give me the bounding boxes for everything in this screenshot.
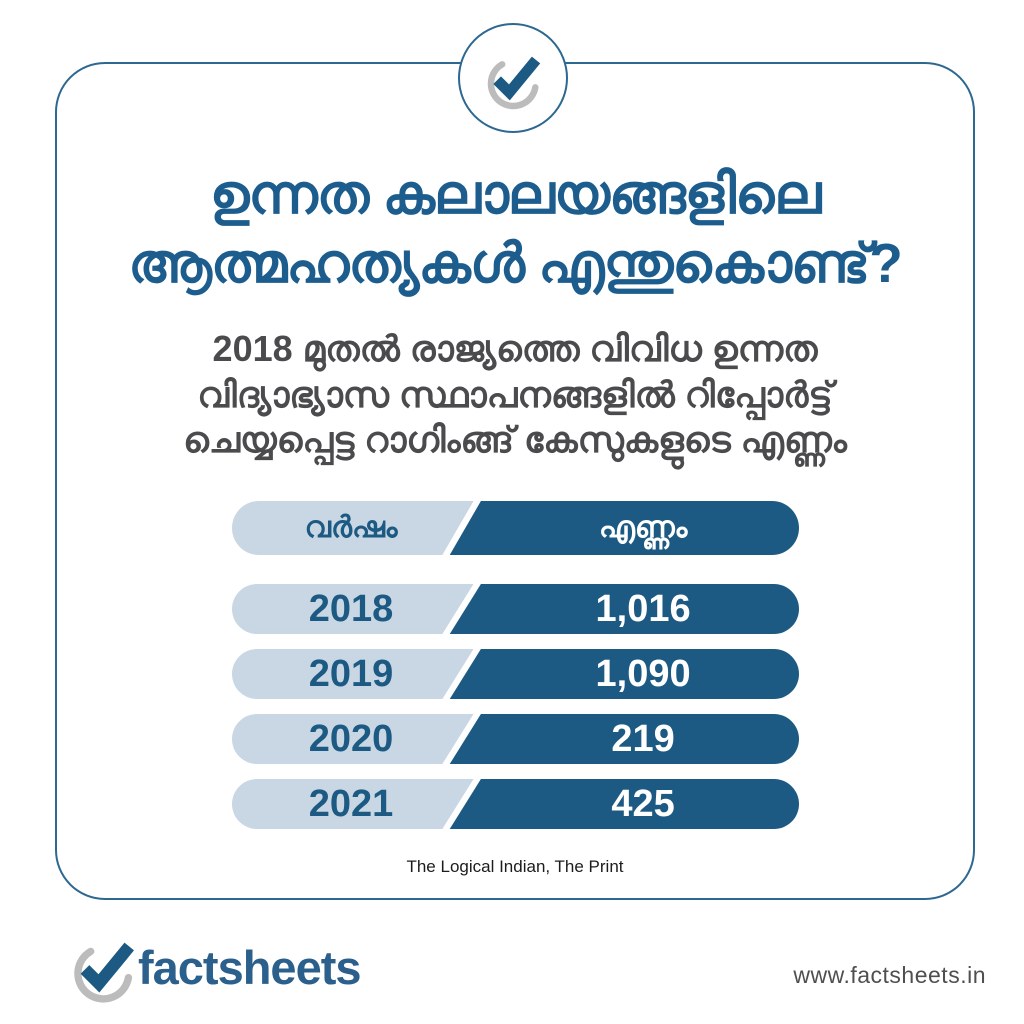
header-count-cell-bg [449, 501, 799, 555]
website-url: www.factsheets.in [793, 962, 986, 988]
page-title: ഉന്നത കലാലയങ്ങളിലെ ആത്മഹത്യകൾ എന്തുകൊണ്ട… [57, 160, 973, 298]
table-row: 2018 1,016 [232, 584, 799, 634]
table-row: 2020 219 [232, 714, 799, 764]
table-header-row: വർഷം എണ്ണം [232, 501, 799, 555]
year-value: 2018 [308, 587, 394, 630]
header-year-label: വർഷം [304, 511, 398, 544]
brand-badge [458, 23, 568, 133]
count-value: 219 [611, 717, 675, 760]
check-logo-icon [477, 42, 549, 114]
brand-name: factsheets [138, 940, 361, 994]
count-value: 1,090 [595, 652, 691, 695]
year-value: 2021 [308, 782, 394, 825]
subtitle-line-2: വിദ്യാഭ്യാസ സ്ഥാപനങ്ങളിൽ റിപ്പോർട്ട് [197, 373, 833, 415]
table-row: 2019 1,090 [232, 649, 799, 699]
footer-brand-logo: factsheets [62, 926, 361, 1008]
subtitle-line-1: 2018 മുതൽ രാജ്യത്തെ വിവിധ ഉന്നത [212, 328, 818, 369]
title-line-1: ഉന്നത കലാലയങ്ങളിലെ [209, 163, 822, 225]
header-year-cell-bg [232, 501, 474, 555]
count-value: 1,016 [595, 587, 691, 630]
source-attribution: The Logical Indian, The Print [406, 857, 624, 876]
title-line-2: ആത്മഹത്യകൾ എന്തുകൊണ്ട്? [128, 231, 903, 294]
count-value: 425 [611, 782, 675, 825]
subtitle-line-3: ചെയ്യപ്പെട്ട റാഗിംങ്ങ് കേസുകളുടെ എണ്ണം [183, 419, 847, 461]
check-logo-icon [62, 926, 144, 1008]
content-card: ഉന്നത കലാലയങ്ങളിലെ ആത്മഹത്യകൾ എന്തുകൊണ്ട… [55, 62, 975, 900]
page-subtitle: 2018 മുതൽ രാജ്യത്തെ വിവിധ ഉന്നത വിദ്യാഭ്… [57, 326, 973, 463]
data-table: വർഷം എണ്ണം 2018 1,016 2019 1,090 2020 21… [232, 501, 799, 844]
table-row: 2021 425 [232, 779, 799, 829]
header-count-label: എണ്ണം [598, 511, 688, 544]
year-value: 2019 [308, 652, 394, 695]
year-value: 2020 [308, 717, 394, 760]
